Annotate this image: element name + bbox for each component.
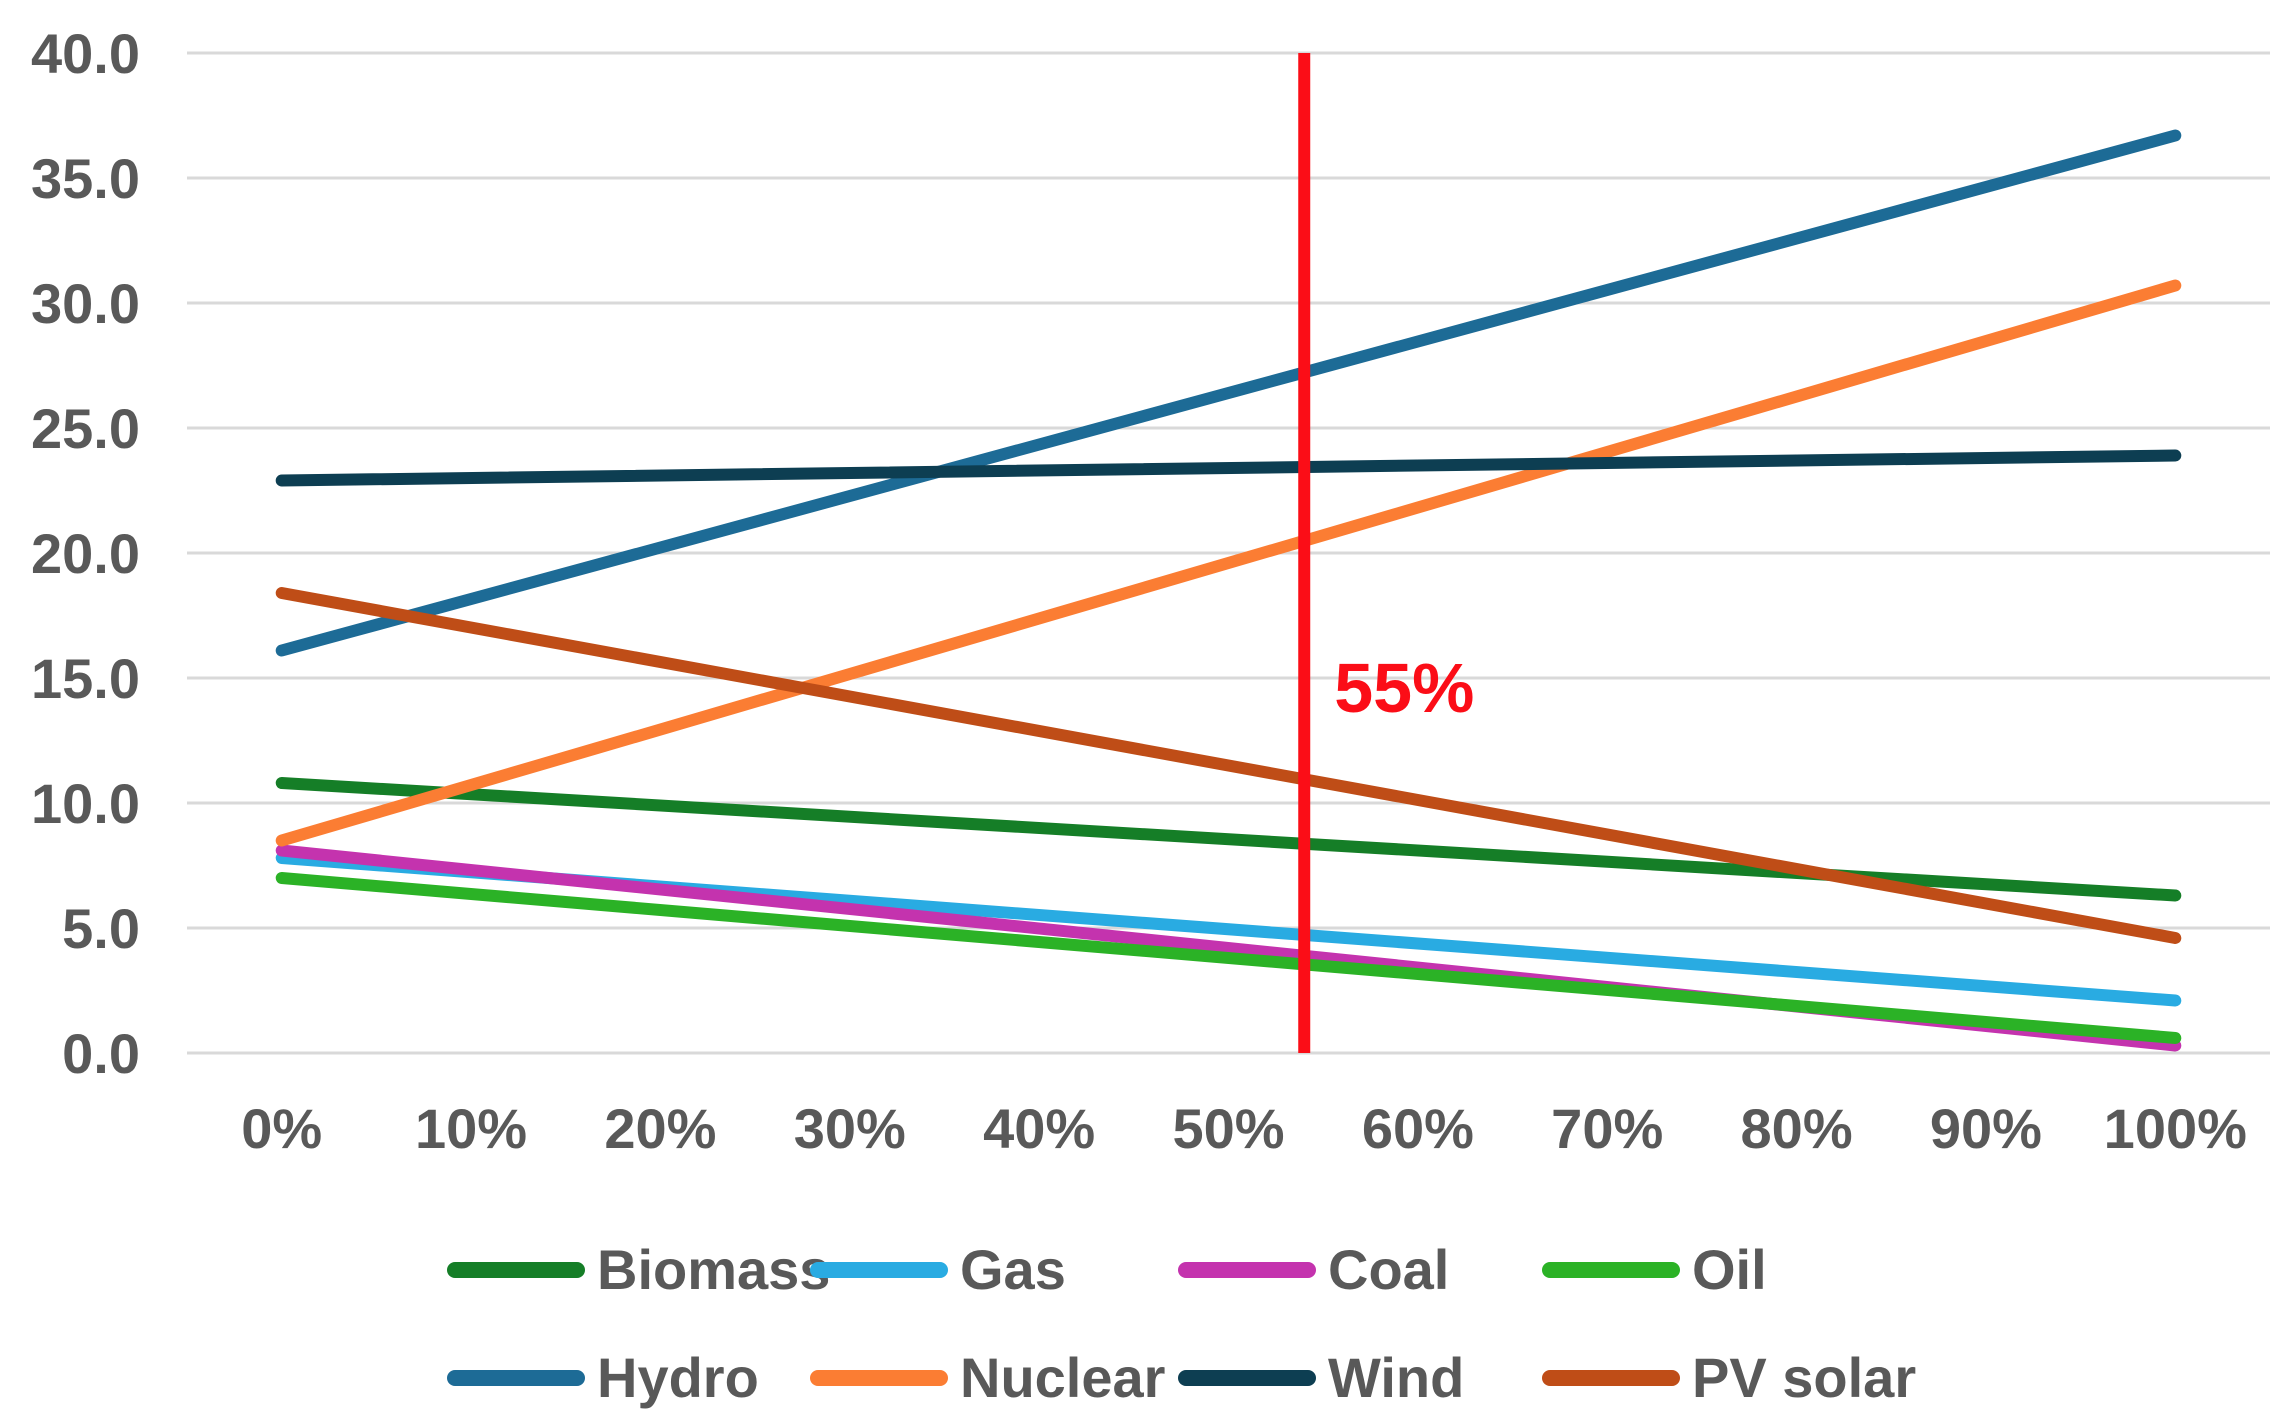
series-line-hydro [275,129,2182,657]
threshold-vline-label: 55% [1334,649,1474,727]
x-axis-tick-label: 0% [241,1097,322,1160]
y-axis-tick-label: 20.0 [31,522,140,585]
x-axis-tick-label: 60% [1362,1097,1474,1160]
x-axis-tick-label: 30% [794,1097,906,1160]
x-axis-tick-label: 70% [1551,1097,1663,1160]
x-axis-tick-label: 50% [1172,1097,1284,1160]
x-axis-tick-label: 10% [415,1097,527,1160]
x-axis-tick-label: 100% [2104,1097,2247,1160]
series-line-nuclear [275,279,2182,847]
y-axis-tick-label: 40.0 [31,22,140,85]
series-line-oil [275,872,2182,1044]
y-axis-tick-label: 0.0 [62,1022,140,1085]
x-axis-tick-label: 90% [1930,1097,2042,1160]
x-axis-tick-label: 20% [604,1097,716,1160]
y-axis-tick-label: 25.0 [31,397,140,460]
series-line-pv-solar [275,587,2182,944]
y-axis-tick-label: 35.0 [31,147,140,210]
y-axis-tick-label: 10.0 [31,772,140,835]
y-axis-tick-label: 30.0 [31,272,140,335]
y-axis-tick-label: 15.0 [31,647,140,710]
y-axis-tick-label: 5.0 [62,897,140,960]
x-axis-tick-label: 80% [1741,1097,1853,1160]
x-axis-tick-label: 40% [983,1097,1095,1160]
series-line-wind [275,449,2182,487]
